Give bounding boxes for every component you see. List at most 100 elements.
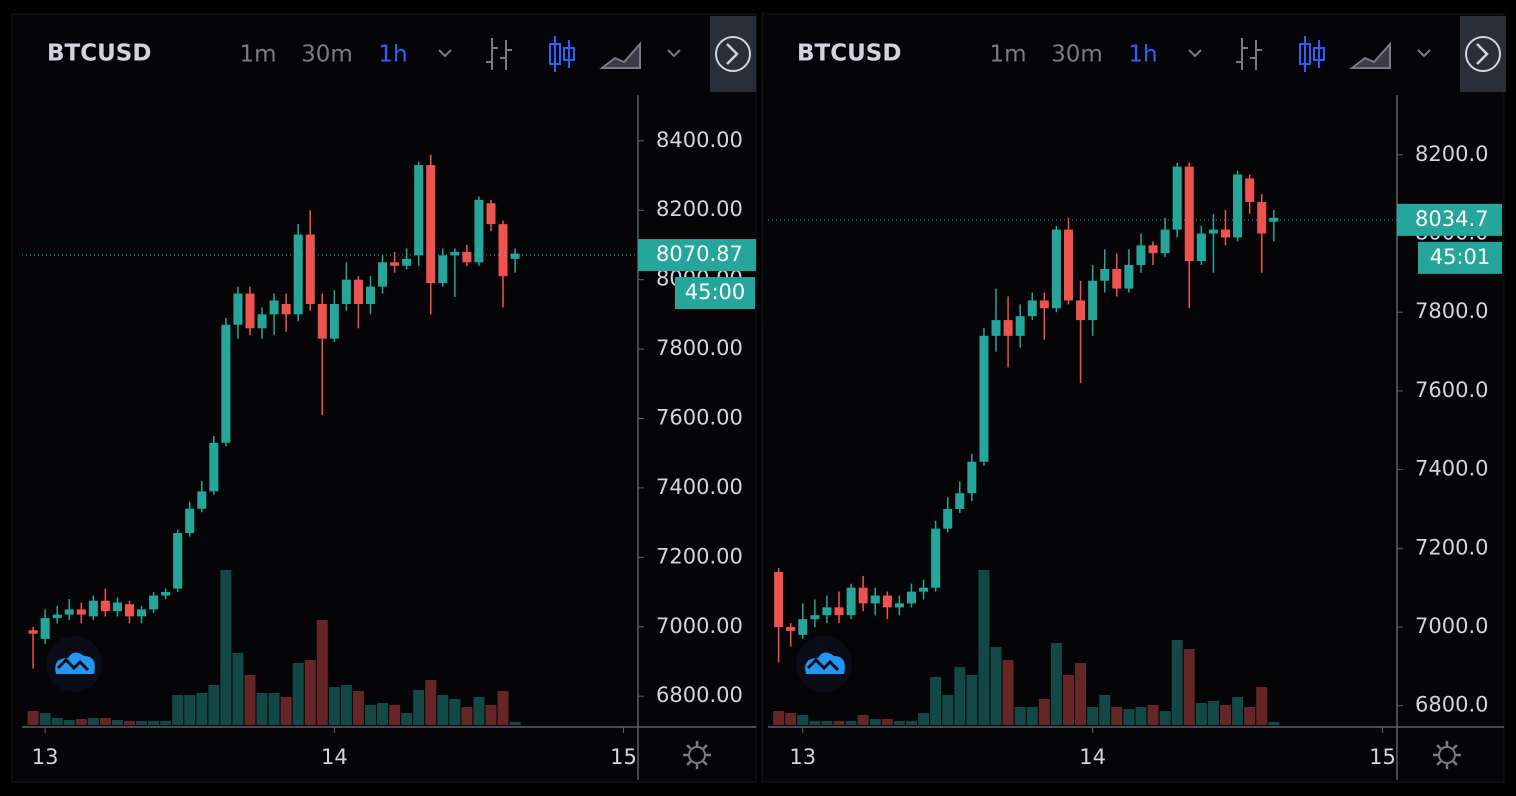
volume-bar	[1232, 697, 1244, 725]
y-tick-label: 8400.00	[656, 128, 743, 152]
candle-body	[1051, 229, 1061, 309]
y-tick-label: 8200.0	[1415, 142, 1488, 166]
candle-style-icon[interactable]	[1304, 36, 1320, 72]
volume-bar	[160, 721, 172, 725]
interval-button[interactable]: 1h	[378, 42, 407, 68]
volume-bar	[75, 719, 87, 725]
interval-button[interactable]: 30m	[1051, 42, 1103, 68]
volume-bar	[111, 720, 123, 725]
y-tick-label: 7400.0	[1415, 457, 1488, 481]
candle-body	[991, 320, 1001, 336]
candle-style-icon[interactable]	[563, 47, 575, 61]
candle-body	[1257, 202, 1267, 234]
volume-bar	[208, 685, 220, 725]
candle-body	[233, 293, 243, 325]
countdown-badge	[1418, 241, 1502, 274]
area-style-icon[interactable]	[599, 41, 641, 69]
candle-body	[88, 600, 98, 617]
volume-bar	[473, 697, 485, 725]
volume-bar	[485, 705, 497, 725]
last-price-badge	[1397, 203, 1502, 236]
candle-body	[1076, 300, 1086, 321]
interval-button[interactable]: 1h	[1128, 42, 1157, 68]
countdown-label: 45:01	[1430, 245, 1491, 269]
candle-style-icon[interactable]	[1299, 43, 1311, 65]
settings-icon[interactable]	[688, 746, 706, 764]
volume-bar	[328, 687, 340, 725]
symbol-title: BTCUSD	[797, 41, 901, 67]
y-tick-label: 7600.00	[656, 406, 743, 430]
candle-body	[341, 279, 351, 304]
volume-bar	[1135, 707, 1147, 725]
candle-style-icon[interactable]	[1313, 47, 1325, 61]
interval-button[interactable]: 30m	[301, 42, 353, 68]
last-price-label: 8070.87	[656, 242, 743, 266]
x-tick-label: 13	[789, 745, 816, 769]
open-button[interactable]	[1460, 16, 1506, 92]
y-tick-label: 6800.0	[1415, 693, 1488, 717]
volume-bar	[268, 693, 280, 725]
interval-dropdown[interactable]	[438, 49, 452, 58]
volume-bar	[773, 711, 785, 725]
candle-body	[1003, 320, 1013, 336]
candle-body	[462, 251, 472, 263]
candle-body	[943, 508, 953, 529]
candle-body	[1245, 178, 1255, 203]
volume-bar	[425, 680, 437, 725]
candle-body	[1269, 217, 1279, 222]
volume-bar	[377, 703, 389, 725]
settings-icon	[1433, 741, 1461, 769]
volume-bar	[1038, 699, 1050, 725]
candle-body	[1112, 268, 1122, 289]
volume-bar	[148, 721, 160, 725]
volume-bar	[437, 695, 449, 725]
candle-body	[28, 630, 38, 634]
candle-body	[124, 604, 134, 617]
candle-body	[1027, 300, 1037, 317]
volume-bar	[280, 697, 292, 725]
candle-body	[305, 234, 315, 304]
volume-bar	[244, 675, 256, 725]
candle-body	[1039, 300, 1049, 309]
volume-bar	[966, 675, 978, 725]
candle-body	[1100, 268, 1110, 281]
candle-body	[906, 591, 916, 604]
interval-dropdown[interactable]	[1188, 49, 1202, 58]
interval-button[interactable]: 1m	[989, 42, 1026, 68]
style-dropdown[interactable]	[1417, 49, 1431, 58]
bar-style-icon[interactable]	[1236, 38, 1262, 70]
volume-bar	[292, 663, 304, 725]
candle-body	[1015, 316, 1025, 336]
candle-body	[919, 587, 929, 592]
volume-bar	[401, 713, 413, 725]
candle-body	[1196, 233, 1206, 262]
volume-bar	[99, 718, 111, 725]
candle-body	[161, 592, 171, 596]
settings-icon[interactable]	[1438, 746, 1456, 764]
chart-panel: BTCUSD 1m 30m 1h 6800.0 7000.0 7200.0 7400.0 760…	[761, 13, 1506, 783]
area-style-icon[interactable]	[1349, 41, 1391, 69]
volume-bar	[461, 707, 473, 725]
candle-body	[474, 199, 484, 263]
candle-body	[1088, 280, 1098, 321]
candle-style-icon[interactable]	[554, 36, 570, 72]
volume-bar	[256, 693, 268, 725]
candle-style-icon[interactable]	[549, 43, 561, 65]
volume-bar	[1087, 707, 1099, 725]
style-dropdown[interactable]	[667, 49, 681, 58]
candle-body	[426, 165, 436, 284]
candle-body	[798, 619, 808, 635]
candle-body	[438, 255, 448, 284]
open-button-icon	[1465, 36, 1501, 72]
open-button[interactable]	[710, 16, 756, 92]
interval-button[interactable]: 1m	[239, 42, 276, 68]
volume-bar	[509, 722, 521, 725]
candle-body	[1172, 166, 1182, 230]
volume-bar	[316, 620, 328, 725]
candle-body	[1184, 166, 1194, 262]
candle-body	[967, 461, 977, 494]
bar-style-icon[interactable]	[486, 38, 512, 70]
candle-body	[112, 602, 122, 612]
candle-body	[40, 618, 50, 639]
